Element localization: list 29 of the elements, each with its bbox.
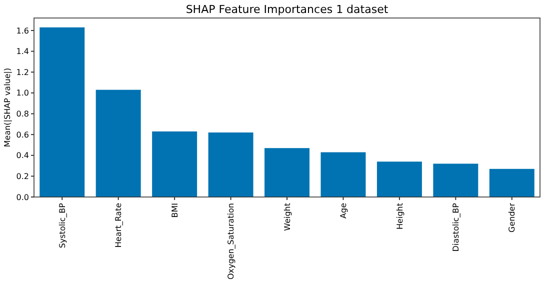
bar — [264, 148, 310, 197]
bar — [96, 90, 141, 197]
y-tick-label: 0.8 — [16, 110, 29, 119]
x-tick-label: Height — [395, 203, 404, 230]
bar — [320, 152, 366, 197]
y-tick-label: 0.2 — [16, 172, 29, 181]
y-tick-label: 0.4 — [16, 151, 29, 160]
bar — [489, 168, 534, 197]
x-tick-label: Oxygen_Saturation — [226, 203, 236, 280]
x-tick-label: Age — [339, 202, 348, 218]
y-tick-label: 1.4 — [16, 47, 29, 56]
x-tick-label: BMI — [170, 203, 180, 218]
y-tick-label: 1.0 — [16, 88, 29, 98]
x-tick-label: Heart_Rate — [114, 202, 124, 248]
x-tick-label: Weight — [282, 203, 292, 231]
y-axis-title: Mean(|SHAP value|) — [3, 68, 12, 148]
x-tick-label: Diastolic_BP — [451, 202, 460, 252]
x-tick-label: Gender — [508, 202, 517, 232]
y-tick-label: 1.6 — [16, 26, 29, 36]
bar — [40, 27, 85, 197]
bar — [433, 164, 478, 197]
y-tick-label: 1.2 — [16, 68, 29, 77]
x-tick-label: Systolic_BP — [58, 202, 67, 248]
bar — [376, 162, 422, 197]
chart-title: SHAP Feature Importances 1 dataset — [186, 3, 389, 16]
bar — [152, 131, 198, 197]
bar — [208, 132, 254, 197]
y-tick-label: 0.6 — [16, 130, 29, 140]
y-tick-label: 0.0 — [16, 192, 29, 202]
